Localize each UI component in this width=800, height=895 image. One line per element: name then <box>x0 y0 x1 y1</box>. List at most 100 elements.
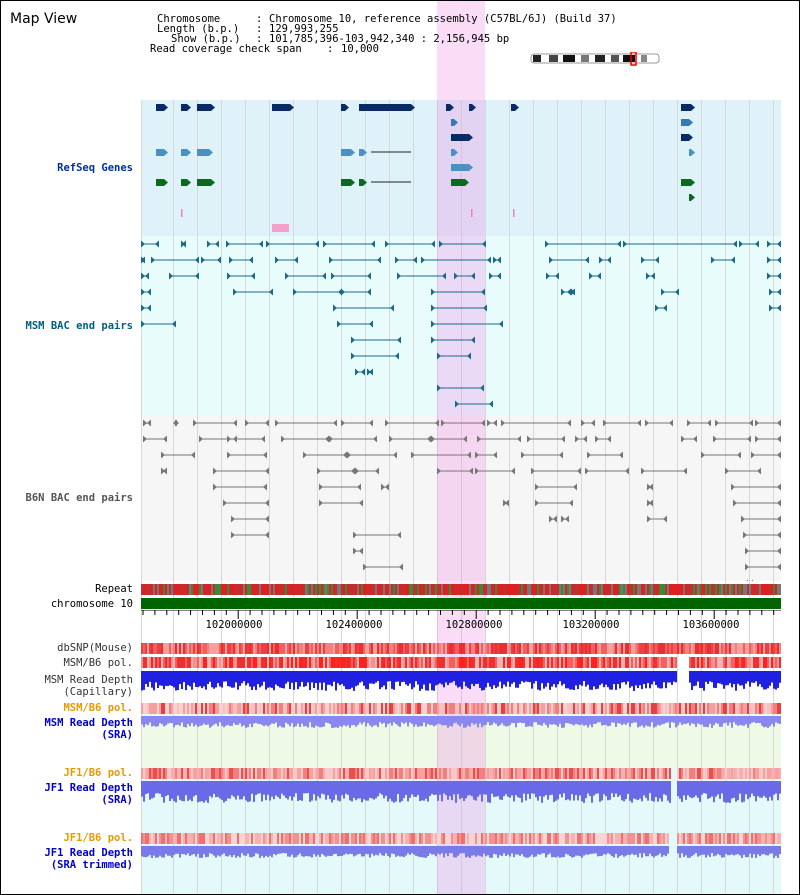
bac-end-pair[interactable] <box>767 256 781 264</box>
jf1-depth-trim-track[interactable] <box>141 846 781 858</box>
msm-depth-capillary-label-1[interactable]: MSM Read Depth <box>44 674 133 686</box>
bac-end-pair[interactable] <box>561 288 571 296</box>
refseq-gene[interactable] <box>156 149 168 156</box>
bac-end-pair[interactable] <box>213 483 267 491</box>
bac-end-pair[interactable] <box>266 240 319 248</box>
refseq-gene[interactable] <box>681 104 695 111</box>
bac-end-pair[interactable] <box>687 419 711 427</box>
bac-end-pair[interactable] <box>743 531 781 539</box>
refseq-gene[interactable] <box>689 149 695 156</box>
bac-end-pair[interactable] <box>535 483 577 491</box>
bac-end-pair[interactable] <box>745 563 781 571</box>
bac-end-pair[interactable] <box>223 499 269 507</box>
refseq-gene[interactable] <box>359 149 367 156</box>
bac-end-pair[interactable] <box>431 288 485 296</box>
bac-end-pair[interactable] <box>329 435 377 443</box>
refseq-gene[interactable] <box>511 104 519 111</box>
bac-end-pair[interactable] <box>769 304 781 312</box>
bac-end-pair[interactable] <box>337 320 373 328</box>
bac-end-pair[interactable] <box>745 547 781 555</box>
bac-end-pair[interactable] <box>489 272 501 280</box>
bac-end-pair[interactable] <box>713 435 751 443</box>
jf1-b6-pol-track-label[interactable]: JF1/B6 pol. <box>63 767 133 779</box>
bac-end-pair[interactable] <box>275 419 337 427</box>
bac-end-pair[interactable] <box>581 419 595 427</box>
bac-end-pair[interactable] <box>381 483 389 491</box>
bac-end-pair[interactable] <box>323 240 375 248</box>
bac-end-pair[interactable] <box>751 451 781 459</box>
bac-end-pair[interactable] <box>755 435 781 443</box>
bac-end-pair[interactable] <box>141 272 149 280</box>
bac-end-pair[interactable] <box>233 288 273 296</box>
bac-end-pair[interactable] <box>431 336 475 344</box>
bac-end-pair[interactable] <box>281 435 329 443</box>
dbsnp-heat-track[interactable] <box>141 643 781 654</box>
bac-end-pair[interactable] <box>531 467 581 475</box>
bac-end-pair[interactable] <box>227 435 265 443</box>
bac-end-pair[interactable] <box>143 419 151 427</box>
refseq-gene[interactable] <box>197 179 215 186</box>
bac-end-pair[interactable] <box>319 483 361 491</box>
refseq-gene[interactable] <box>451 179 469 186</box>
bac-end-pair[interactable] <box>647 499 653 507</box>
bac-end-pair[interactable] <box>646 272 655 280</box>
bac-end-pair[interactable] <box>229 256 253 264</box>
bac-end-pair[interactable] <box>226 240 263 248</box>
b6n-bac-track[interactable] <box>141 416 781 581</box>
bac-end-pair[interactable] <box>181 240 186 248</box>
jf1-b6-pol-heat-track[interactable] <box>141 768 781 779</box>
refseq-gene[interactable] <box>181 179 191 186</box>
bac-end-pair[interactable] <box>561 515 569 523</box>
msm-b6-pol-heat-track[interactable] <box>141 657 781 668</box>
refseq-gene[interactable] <box>156 179 168 186</box>
bac-end-pair[interactable] <box>351 336 401 344</box>
bac-end-pair[interactable] <box>641 467 687 475</box>
bac-end-pair[interactable] <box>201 256 221 264</box>
bac-end-pair[interactable] <box>333 304 394 312</box>
bac-end-pair[interactable] <box>421 256 491 264</box>
jf1-b6-pol-2-heat-track[interactable] <box>141 833 781 844</box>
bac-end-pair[interactable] <box>347 451 397 459</box>
refseq-gene[interactable] <box>197 149 213 156</box>
bac-end-pair[interactable] <box>623 240 737 248</box>
bac-end-pair[interactable] <box>641 256 659 264</box>
refseq-gene[interactable] <box>451 164 473 171</box>
bac-end-pair[interactable] <box>161 467 167 475</box>
bac-end-pair[interactable] <box>589 272 601 280</box>
bac-end-pair[interactable] <box>275 256 298 264</box>
bac-end-pair[interactable] <box>353 547 363 555</box>
bac-end-pair[interactable] <box>141 288 151 296</box>
bac-end-pair[interactable] <box>595 435 611 443</box>
refseq-gene[interactable] <box>341 179 355 186</box>
bac-end-pair[interactable] <box>549 256 589 264</box>
bac-end-pair[interactable] <box>475 467 515 475</box>
bac-end-pair[interactable] <box>143 435 167 443</box>
bac-end-pair[interactable] <box>755 419 781 427</box>
repeat-track[interactable] <box>141 584 781 595</box>
bac-end-pair[interactable] <box>661 288 679 296</box>
bac-end-pair[interactable] <box>441 419 485 427</box>
msm-bac-track-label[interactable]: MSM BAC end pairs <box>25 320 133 332</box>
bac-end-pair[interactable] <box>535 499 573 507</box>
refseq-gene[interactable] <box>272 104 294 111</box>
msm-b6-pol-sra-heat-track[interactable] <box>141 703 781 714</box>
jf1-b6-pol-2-track-label[interactable]: JF1/B6 pol. <box>63 832 133 844</box>
msm-b6-pol-track-label[interactable]: MSM/B6 pol. <box>63 657 133 669</box>
bac-end-pair[interactable] <box>385 240 435 248</box>
bac-end-pair[interactable] <box>431 435 467 443</box>
bac-end-pair[interactable] <box>681 435 697 443</box>
bac-end-pair[interactable] <box>351 352 399 360</box>
bac-end-pair[interactable] <box>493 256 501 264</box>
bac-end-pair[interactable] <box>363 563 403 571</box>
bac-end-pair[interactable] <box>331 272 371 280</box>
bac-end-pair[interactable] <box>739 240 759 248</box>
bac-end-pair[interactable] <box>454 272 475 280</box>
bac-end-pair[interactable] <box>733 499 781 507</box>
bac-end-pair[interactable] <box>571 288 575 296</box>
bac-end-pair[interactable] <box>319 499 363 507</box>
bac-end-pair[interactable] <box>141 304 151 312</box>
refseq-gene[interactable] <box>451 119 458 126</box>
chromosome-ideogram[interactable] <box>529 52 661 66</box>
bac-end-pair[interactable] <box>455 400 493 408</box>
bac-end-pair[interactable] <box>647 515 667 523</box>
